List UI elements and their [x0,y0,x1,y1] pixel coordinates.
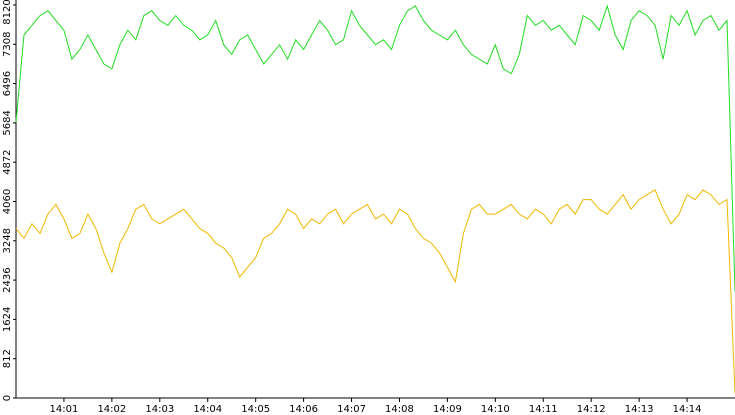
y-tick-label: 5684 [2,110,13,135]
x-tick-label: 14:06 [289,404,318,415]
x-tick-label: 14:05 [241,404,270,415]
y-tick-label: 7308 [2,32,13,57]
x-tick-label: 14:02 [97,404,126,415]
y-tick-label: 2436 [2,267,13,292]
x-tick-label: 14:04 [193,404,222,415]
y-tick-label: 4872 [2,149,13,174]
y-tick-label: 8120 [2,0,13,25]
x-tick-label: 14:08 [385,404,414,415]
x-tick-label: 14:03 [145,404,174,415]
x-tick-label: 14:01 [50,404,79,415]
y-tick-label: 3248 [2,228,13,253]
series-line [15,4,735,292]
y-tick-label: 1624 [2,307,13,332]
y-tick-label: 6496 [2,71,13,96]
x-tick-label: 14:07 [337,404,366,415]
x-tick-label: 14:12 [577,404,606,415]
x-tick-label: 14:09 [433,404,462,415]
y-tick-label: 4060 [2,189,13,214]
x-tick-label: 14:14 [673,404,702,415]
y-tick-label: 0 [2,395,13,401]
series-line [15,189,735,394]
y-tick-label: 812 [2,349,13,368]
x-tick-label: 14:10 [481,404,510,415]
x-tick-label: 14:11 [529,404,558,415]
x-tick-label: 14:13 [625,404,654,415]
